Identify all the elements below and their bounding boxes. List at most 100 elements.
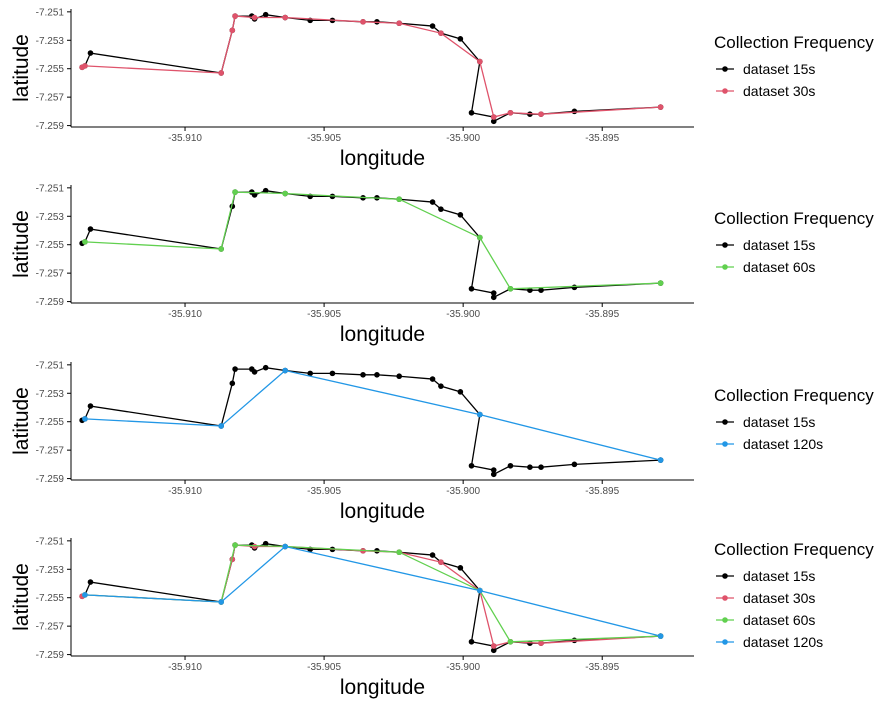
- y-axis-title: latitude: [10, 210, 33, 278]
- data-point: [527, 287, 533, 294]
- data-point: [218, 423, 224, 429]
- data-point: [360, 371, 366, 378]
- data-point: [262, 187, 269, 194]
- data-point: [262, 540, 269, 547]
- series-line-dataset-15s: [81, 190, 661, 299]
- data-point: [657, 280, 664, 286]
- data-point: [538, 111, 544, 118]
- legend-title: Collection Frequency: [714, 33, 874, 52]
- x-tick-label: -35.905: [307, 662, 341, 673]
- y-tick-label: -7.253: [36, 389, 65, 400]
- data-point: [657, 457, 664, 463]
- data-point: [82, 239, 88, 245]
- x-tick-label: -35.910: [168, 309, 202, 320]
- data-point: [538, 464, 544, 471]
- x-tick-label: -35.900: [446, 662, 480, 673]
- data-point: [457, 565, 464, 571]
- data-point: [527, 464, 533, 471]
- x-axis-title: longitude: [340, 500, 425, 523]
- data-point: [229, 380, 236, 387]
- data-point: [490, 290, 497, 296]
- data-point: [429, 23, 436, 29]
- x-tick-label: -35.910: [168, 486, 202, 497]
- data-point: [82, 63, 88, 69]
- data-point: [438, 559, 444, 565]
- series-line-dataset-15s: [81, 14, 661, 123]
- chart-panel-4: -35.910 -35.905 -35.900 -35.895 -7.251 -7.253…: [10, 536, 874, 699]
- data-point: [218, 246, 224, 252]
- legend-item-label: dataset 15s: [743, 61, 815, 77]
- data-point: [468, 638, 475, 645]
- data-point: [87, 403, 94, 409]
- x-axis-title: longitude: [340, 676, 425, 699]
- legend-key-point: [722, 595, 728, 601]
- data-point: [232, 189, 238, 195]
- legend-key-point: [722, 617, 728, 623]
- y-tick-label: -7.259: [36, 650, 65, 661]
- data-point: [282, 190, 288, 197]
- data-point: [468, 285, 475, 292]
- legend-item-label: dataset 120s: [743, 634, 823, 650]
- legend-key-point: [722, 639, 728, 645]
- data-point: [282, 543, 288, 550]
- data-point: [457, 389, 464, 395]
- data-point: [429, 552, 436, 558]
- data-point: [438, 30, 444, 36]
- x-tick-label: -35.905: [307, 133, 341, 144]
- y-tick-label: -7.255: [36, 240, 65, 251]
- y-tick-label: -7.251: [36, 360, 65, 371]
- data-point: [490, 471, 497, 478]
- data-point: [490, 118, 497, 125]
- legend-item-label: dataset 30s: [743, 83, 815, 99]
- series-line-dataset-120s: [84, 545, 661, 637]
- legend-title: Collection Frequency: [714, 209, 874, 228]
- data-point: [218, 70, 224, 76]
- legend-item-label: dataset 15s: [743, 237, 815, 253]
- legend-item-label: dataset 15s: [743, 414, 815, 430]
- y-tick-label: -7.259: [36, 474, 65, 485]
- x-tick-label: -35.900: [446, 309, 480, 320]
- data-point: [87, 579, 94, 585]
- data-point: [396, 549, 402, 556]
- legend-key-point: [722, 264, 728, 270]
- y-tick-label: -7.251: [36, 183, 65, 194]
- data-point: [657, 104, 664, 110]
- y-tick-label: -7.257: [36, 93, 65, 104]
- y-axis-title: latitude: [10, 563, 33, 631]
- data-point: [232, 13, 238, 19]
- data-point: [307, 370, 313, 377]
- series-line-dataset-30s: [81, 544, 661, 647]
- series-line-dataset-30s: [81, 15, 661, 118]
- x-tick-label: -35.895: [585, 486, 619, 497]
- data-point: [232, 542, 238, 548]
- y-tick-label: -7.259: [36, 297, 65, 308]
- data-point: [262, 364, 269, 371]
- x-tick-label: -35.895: [585, 309, 619, 320]
- legend-key-point: [722, 66, 728, 72]
- y-tick-label: -7.257: [36, 269, 65, 280]
- x-tick-label: -35.895: [585, 662, 619, 673]
- data-point: [507, 285, 514, 292]
- data-point: [477, 411, 483, 418]
- legend-key-point: [722, 88, 728, 94]
- data-point: [396, 20, 402, 27]
- x-tick-label: -35.900: [446, 486, 480, 497]
- data-point: [538, 287, 544, 294]
- data-point: [490, 647, 497, 654]
- data-point: [232, 366, 238, 372]
- y-tick-label: -7.255: [36, 417, 65, 428]
- series-line-dataset-60s: [84, 191, 661, 290]
- data-point: [571, 108, 578, 115]
- data-point: [218, 599, 224, 605]
- data-point: [262, 11, 269, 18]
- data-point: [82, 416, 88, 422]
- y-tick-label: -7.253: [36, 212, 65, 223]
- y-axis-title: latitude: [10, 387, 33, 455]
- y-axis-title: latitude: [10, 34, 33, 102]
- legend-item-label: dataset 30s: [743, 590, 815, 606]
- data-point: [468, 462, 475, 469]
- data-point: [457, 212, 464, 218]
- data-point: [507, 462, 514, 469]
- legend-item-label: dataset 120s: [743, 436, 823, 452]
- x-tick-label: -35.910: [168, 133, 202, 144]
